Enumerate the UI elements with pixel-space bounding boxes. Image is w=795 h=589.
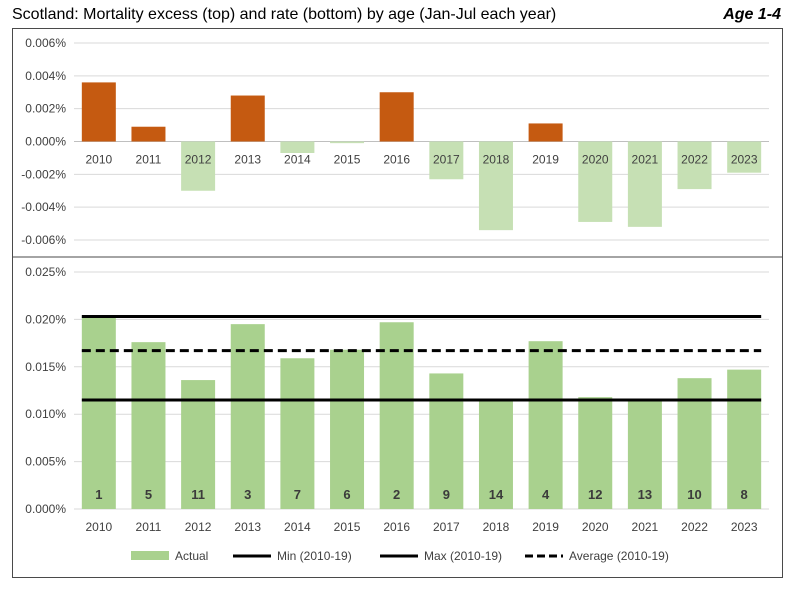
y-tick-label: -0.004% [21, 200, 66, 214]
x-tick-label: 2018 [483, 520, 510, 534]
x-tick-label: 2010 [85, 153, 112, 167]
rank-label: 3 [244, 487, 251, 502]
chart-title: Scotland: Mortality excess (top) and rat… [12, 6, 557, 23]
rate-chart: 0.025% 0.020% 0.015% 0.010% 0.005% 0.000% 1 201… [25, 265, 769, 534]
excess-bar [478, 141, 513, 231]
chart-frame [12, 28, 783, 578]
legend-average-label: Average (2010-19) [569, 549, 669, 563]
rate-bar [230, 324, 265, 509]
rank-label: 11 [191, 487, 205, 502]
rate-bar [131, 342, 166, 509]
x-tick-label: 2023 [731, 520, 758, 534]
x-tick-label: 2019 [532, 153, 559, 167]
rate-bar [181, 380, 216, 509]
x-tick-label: 2020 [582, 520, 609, 534]
rate-bar [528, 341, 563, 509]
legend: Actual Min (2010-19) Max (2010-19) Average … [131, 549, 669, 563]
x-tick-label: 2014 [284, 153, 311, 167]
excess-bar [677, 141, 712, 190]
rate-bar [727, 369, 762, 509]
rate-bar [578, 397, 613, 509]
rank-label: 1 [95, 487, 102, 502]
age-group-label: Age 1-4 [723, 6, 781, 23]
y-tick-label: 0.004% [25, 69, 66, 83]
y-tick-label: 0.005% [25, 455, 66, 469]
rate-bar [81, 316, 116, 509]
x-tick-label: 2021 [632, 520, 659, 534]
excess-bar [379, 92, 414, 142]
rate-bar [627, 400, 662, 509]
excess-bar [181, 141, 216, 191]
y-tick-label: 0.015% [25, 360, 66, 374]
rank-label: 14 [489, 487, 504, 502]
x-tick-label: 2016 [383, 520, 410, 534]
rate-bar [330, 349, 365, 509]
x-tick-label: 2014 [284, 520, 311, 534]
rank-label: 12 [588, 487, 602, 502]
rate-bar [379, 322, 414, 509]
x-tick-label: 2023 [731, 153, 758, 167]
rank-label: 13 [638, 487, 652, 502]
x-tick-label: 2010 [85, 520, 112, 534]
rank-label: 6 [343, 487, 350, 502]
x-tick-label: 2017 [433, 153, 460, 167]
rate-bar [280, 358, 315, 509]
excess-bar [131, 126, 166, 142]
excess-bar [330, 141, 365, 144]
x-tick-label: 2011 [136, 153, 162, 167]
x-tick-label: 2022 [681, 520, 708, 534]
rank-label: 5 [145, 487, 152, 502]
excess-bar [727, 141, 762, 173]
x-tick-label: 2015 [334, 153, 361, 167]
y-tick-label: 0.006% [25, 36, 66, 50]
legend-max-label: Max (2010-19) [424, 549, 502, 563]
y-tick-label: 0.010% [25, 407, 66, 421]
x-tick-label: 2017 [433, 520, 460, 534]
x-tick-label: 2012 [185, 520, 212, 534]
y-tick-label: 0.025% [25, 265, 66, 279]
rank-label: 2 [393, 487, 400, 502]
rank-label: 7 [294, 487, 301, 502]
excess-bar [578, 141, 613, 222]
x-tick-label: 2013 [234, 520, 261, 534]
excess-bar [280, 141, 315, 153]
legend-min-label: Min (2010-19) [277, 549, 352, 563]
x-tick-label: 2016 [383, 153, 410, 167]
x-tick-label: 2022 [681, 153, 708, 167]
rank-label: 4 [542, 487, 550, 502]
excess-bar [627, 141, 662, 227]
y-tick-label: -0.006% [21, 233, 66, 247]
y-tick-label: 0.020% [25, 312, 66, 326]
rank-label: 9 [443, 487, 450, 502]
y-tick-label: 0.000% [25, 135, 66, 149]
x-tick-label: 2011 [136, 520, 162, 534]
excess-bar [230, 95, 265, 142]
x-tick-label: 2018 [483, 153, 510, 167]
rank-label: 8 [741, 487, 748, 502]
rate-bar [478, 399, 513, 509]
legend-actual-label: Actual [175, 549, 208, 563]
rate-bar [429, 373, 464, 509]
x-tick-label: 2020 [582, 153, 609, 167]
x-tick-label: 2021 [632, 153, 659, 167]
x-tick-label: 2012 [185, 153, 212, 167]
excess-bar [429, 141, 464, 180]
excess-bar [528, 123, 563, 142]
legend-actual-swatch [131, 551, 169, 560]
rank-label: 10 [687, 487, 701, 502]
y-tick-label: -0.002% [21, 167, 66, 181]
excess-bar [81, 82, 116, 142]
y-tick-label: 0.000% [25, 502, 66, 516]
x-tick-label: 2015 [334, 520, 361, 534]
excess-chart: 0.006% 0.004% 0.002% 0.000% -0.002% -0.004% -0… [21, 36, 769, 247]
y-tick-label: 0.002% [25, 102, 66, 116]
x-tick-label: 2019 [532, 520, 559, 534]
x-tick-label: 2013 [234, 153, 261, 167]
